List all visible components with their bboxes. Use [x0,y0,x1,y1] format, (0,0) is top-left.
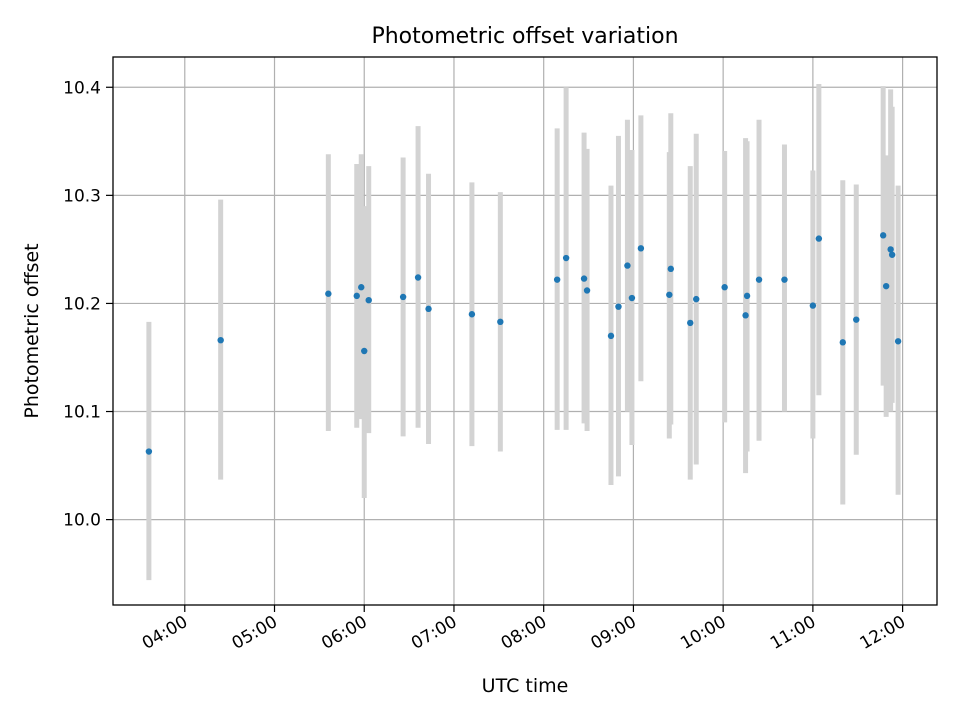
data-point [365,296,372,304]
data-point [666,291,673,298]
y-tick-label: 10.3 [63,186,101,206]
data-point [781,276,788,283]
x-axis-label: UTC time [482,675,569,697]
data-point [743,292,751,300]
data-point [145,448,153,455]
data-point [583,287,591,294]
data-point [667,265,675,273]
data-point [882,282,890,290]
data-point [414,274,422,281]
data-point [562,254,570,262]
data-point [580,275,588,282]
y-tick-label: 10.1 [63,403,101,423]
data-point [624,262,631,269]
data-point [637,245,645,252]
data-point [879,232,887,239]
data-points [145,232,902,455]
data-point [425,305,432,313]
data-point [553,276,561,283]
plot-frame [112,56,938,606]
data-point [353,292,360,300]
data-point [468,311,476,318]
data-point [217,336,224,344]
y-tick-label: 10.4 [63,78,101,98]
y-axis-label: Photometric offset [21,243,43,418]
data-point [809,302,817,309]
data-point [815,235,823,242]
data-point [358,284,365,291]
data-point [361,347,368,355]
data-point [887,246,894,253]
data-point [888,251,896,258]
data-point [615,303,622,310]
y-tick-label: 10.0 [63,511,101,531]
data-point [399,293,407,301]
data-point [742,312,749,319]
data-point [755,276,763,283]
data-point [853,316,860,323]
data-point [693,295,700,303]
y-axis-ticks: 10.0 10.1 10.2 10.3 10.4 [63,78,113,531]
data-point [325,290,332,297]
data-point [628,294,636,302]
y-tick-label: 10.2 [63,294,101,314]
data-point [607,332,615,340]
data-point [497,318,504,326]
data-point [687,319,694,327]
data-point [721,284,728,291]
data-point [839,339,846,346]
chart-title: Photometric offset variation [371,24,678,49]
data-point [894,338,902,345]
